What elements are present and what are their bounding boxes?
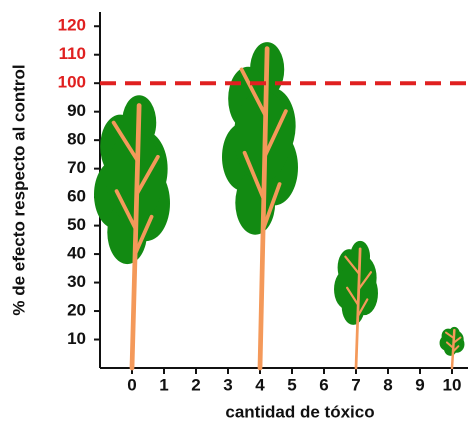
branch bbox=[262, 109, 288, 159]
x-tick-label: 10 bbox=[443, 375, 462, 394]
x-tick-label: 3 bbox=[223, 375, 232, 394]
trunk bbox=[354, 247, 362, 370]
tree bbox=[94, 95, 170, 371]
x-tick-label: 9 bbox=[415, 375, 424, 394]
x-tick-label: 6 bbox=[319, 375, 328, 394]
branch bbox=[445, 341, 455, 349]
x-tick-label: 5 bbox=[287, 375, 296, 394]
x-axis-label: cantidad de tóxico bbox=[225, 402, 374, 421]
y-tick-label: 90 bbox=[67, 101, 86, 120]
x-tick-label: 0 bbox=[127, 375, 136, 394]
tree bbox=[334, 240, 378, 370]
y-tick-label: 120 bbox=[58, 16, 86, 35]
branch bbox=[239, 67, 268, 118]
y-tick-label: 60 bbox=[67, 187, 86, 206]
y-tick-label: 30 bbox=[67, 272, 86, 291]
trunk bbox=[450, 328, 456, 370]
tree bbox=[222, 42, 298, 371]
branch bbox=[242, 150, 266, 201]
branch bbox=[114, 189, 138, 231]
branch bbox=[451, 345, 460, 353]
y-tick-label: 100 bbox=[58, 73, 86, 92]
tree bbox=[439, 326, 465, 370]
y-tick-label: 70 bbox=[67, 158, 86, 177]
trunk bbox=[129, 103, 142, 371]
y-tick-label: 80 bbox=[67, 130, 86, 149]
canopy bbox=[340, 258, 374, 305]
branch bbox=[356, 298, 369, 318]
branch bbox=[261, 182, 282, 232]
y-tick-label: 110 bbox=[59, 44, 86, 63]
y-axis-label: % de efecto respecto al control bbox=[9, 64, 28, 315]
y-tick-label: 20 bbox=[67, 301, 86, 320]
branch bbox=[444, 331, 455, 340]
x-tick-label: 1 bbox=[159, 375, 168, 394]
branch bbox=[452, 336, 462, 344]
branch bbox=[357, 271, 373, 291]
y-tick-label: 40 bbox=[67, 244, 86, 263]
x-tick-label: 7 bbox=[351, 375, 360, 394]
branch bbox=[133, 214, 154, 257]
y-tick-label: 10 bbox=[67, 329, 86, 348]
x-tick-label: 2 bbox=[191, 375, 200, 394]
branch bbox=[344, 255, 361, 275]
y-tick-label: 50 bbox=[67, 215, 86, 234]
branch bbox=[345, 286, 360, 306]
x-tick-label: 4 bbox=[255, 375, 265, 394]
x-tick-label: 8 bbox=[383, 375, 392, 394]
branch bbox=[134, 154, 160, 197]
branch bbox=[111, 120, 140, 163]
trunk bbox=[257, 46, 270, 371]
